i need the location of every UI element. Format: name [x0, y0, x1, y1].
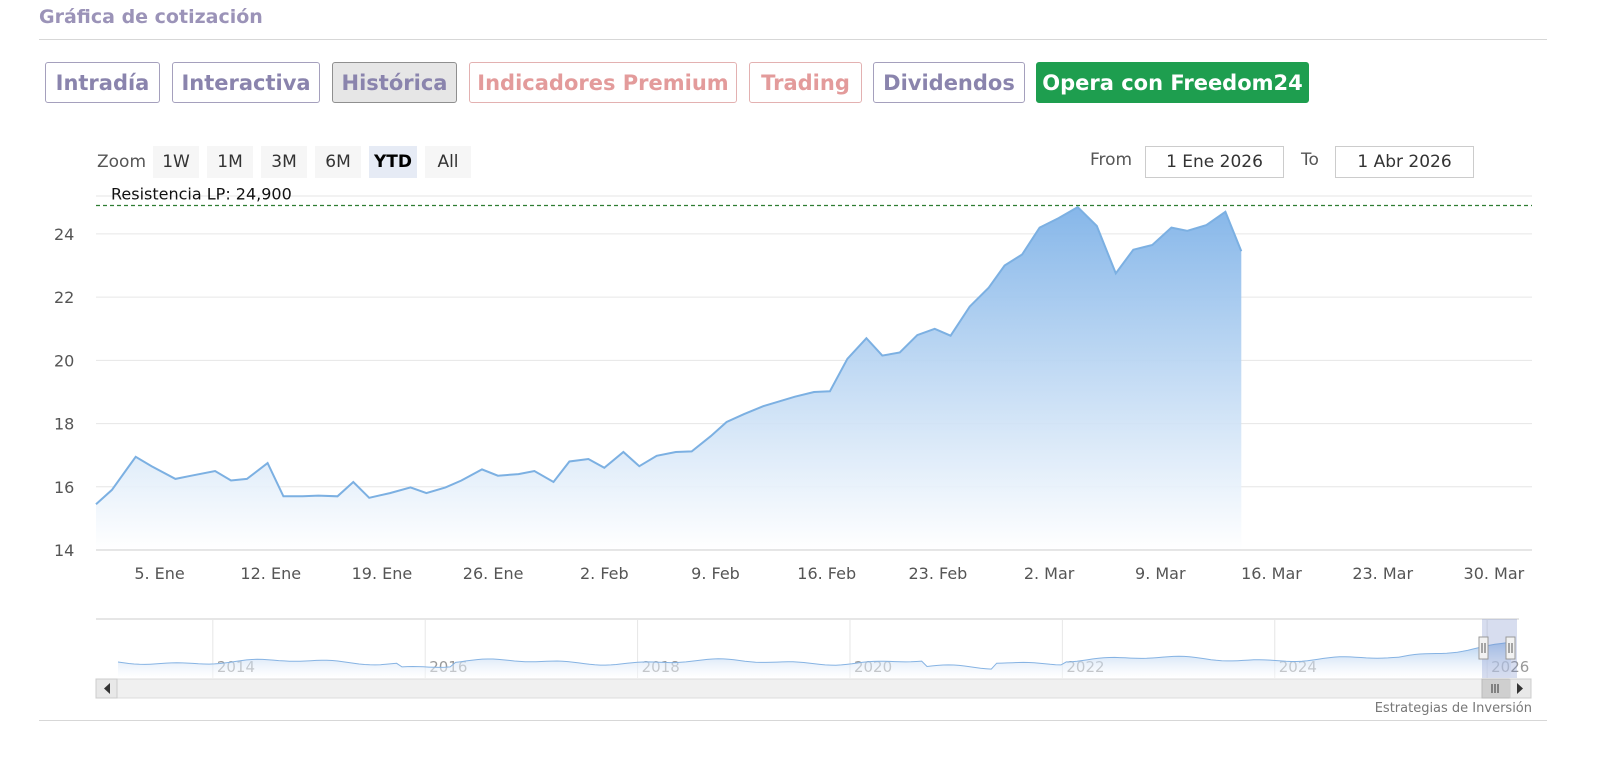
x-tick-label: 23. Feb — [908, 564, 967, 583]
bottom-divider — [39, 720, 1547, 721]
x-tick-label: 2. Feb — [580, 564, 629, 583]
zoom-label: Zoom — [97, 152, 147, 172]
x-tick-label: 9. Feb — [691, 564, 740, 583]
credit-link[interactable]: Estrategias de Inversión — [1374, 701, 1532, 716]
zoom-1w-button[interactable]: 1W — [153, 146, 199, 178]
x-tick-label: 16. Mar — [1241, 564, 1302, 583]
tab-historica[interactable]: Histórica — [332, 62, 457, 103]
navigator-area — [118, 642, 1511, 678]
x-tick-label: 16. Feb — [797, 564, 856, 583]
y-tick-label: 16 — [54, 478, 74, 497]
scroll-thumb — [1481, 678, 1511, 699]
tab-indicadores-premium[interactable]: Indicadores Premium — [469, 62, 737, 103]
x-tick-label: 23. Mar — [1352, 564, 1413, 583]
y-tick-label: 22 — [54, 288, 74, 307]
tab-intradia[interactable]: Intradía — [45, 62, 160, 103]
zoom-3m-button[interactable]: 3M — [261, 146, 307, 178]
navigator-handle-left[interactable] — [1478, 636, 1489, 660]
x-tick-label: 9. Mar — [1135, 564, 1186, 583]
range-from-input[interactable]: 1 Ene 2026 — [1145, 146, 1284, 178]
scrollbar-track — [95, 678, 1532, 699]
y-tick-label: 24 — [54, 225, 74, 244]
navigator-scrollbar[interactable] — [95, 678, 1532, 699]
resistance-label: Resistencia LP: 24,900 — [111, 184, 292, 203]
tab-dividendos[interactable]: Dividendos — [873, 62, 1025, 103]
tab-trading[interactable]: Trading — [749, 62, 862, 103]
zoom-1m-button[interactable]: 1M — [207, 146, 253, 178]
zoom-all-button[interactable]: All — [425, 146, 471, 178]
scroll-left-arrow-icon — [104, 683, 110, 694]
top-divider — [39, 39, 1547, 40]
range-to-input[interactable]: 1 Abr 2026 — [1335, 146, 1474, 178]
price-area — [96, 207, 1242, 550]
range-to-label: To — [1301, 150, 1319, 170]
zoom-ytd-button[interactable]: YTD — [369, 146, 417, 178]
zoom-6m-button[interactable]: 6M — [315, 146, 361, 178]
x-tick-label: 5. Ene — [134, 564, 184, 583]
x-tick-label: 12. Ene — [240, 564, 301, 583]
x-tick-label: 2. Mar — [1024, 564, 1075, 583]
price-line — [95, 205, 1243, 505]
x-tick-label: 19. Ene — [352, 564, 413, 583]
page-title: Gráfica de cotización — [39, 6, 263, 28]
handle-body — [1478, 636, 1489, 660]
y-tick-label: 20 — [54, 351, 74, 370]
navigator-line — [117, 641, 1512, 670]
scroll-right-arrow-icon — [1517, 683, 1523, 694]
y-tick-label: 14 — [54, 541, 74, 560]
opera-freedom24-button[interactable]: Opera con Freedom24 — [1036, 62, 1309, 103]
x-tick-label: 26. Ene — [463, 564, 524, 583]
handle-body — [1505, 636, 1516, 660]
tab-interactiva[interactable]: Interactiva — [172, 62, 320, 103]
y-tick-label: 18 — [54, 415, 74, 434]
range-from-label: From — [1090, 150, 1133, 170]
navigator-handle-right[interactable] — [1505, 636, 1516, 660]
x-tick-label: 30. Mar — [1464, 564, 1525, 583]
